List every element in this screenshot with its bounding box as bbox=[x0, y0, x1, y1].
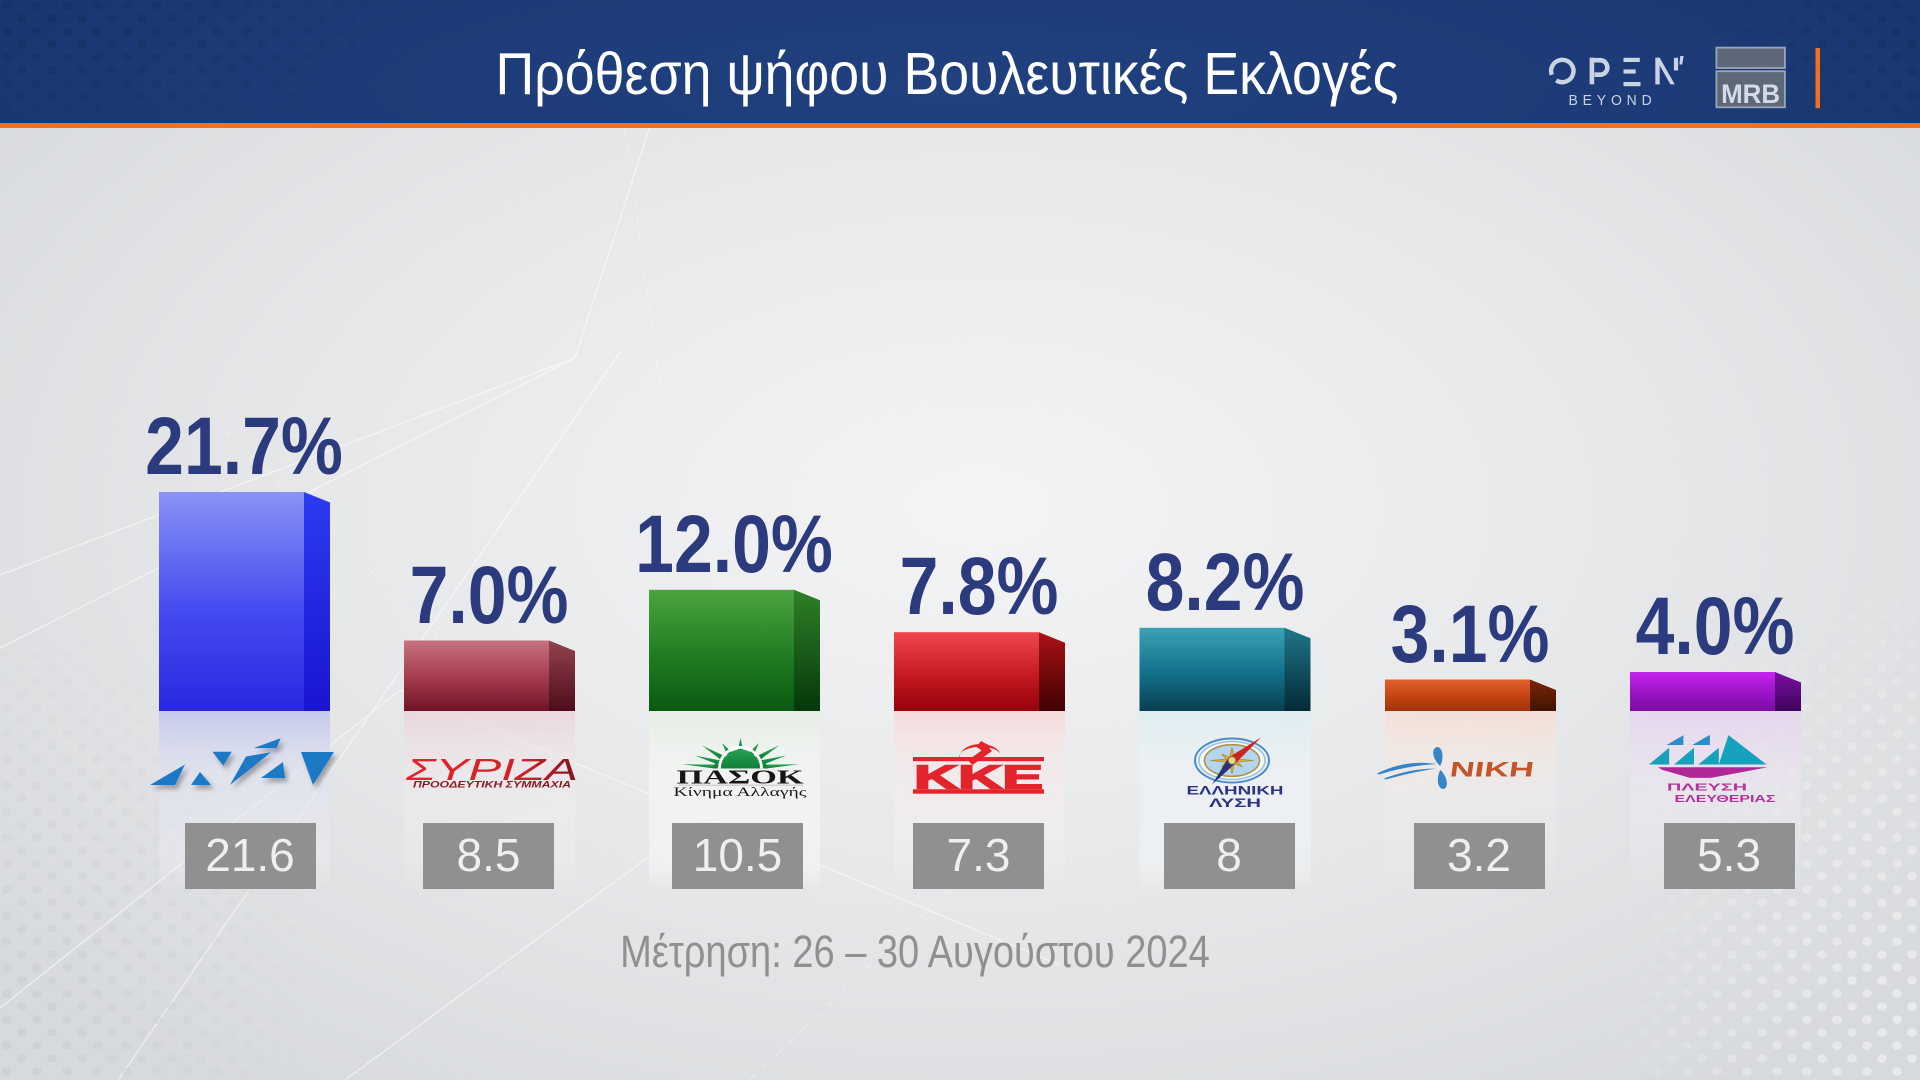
svg-text:KKE: KKE bbox=[914, 759, 1043, 796]
svg-text:ΕΛΕΥΘΕΡΙΑΣ: ΕΛΕΥΘΕΡΙΑΣ bbox=[1675, 793, 1776, 805]
svg-text:ΛΥΣΗ: ΛΥΣΗ bbox=[1209, 796, 1261, 810]
svg-text:ΣΥΡΙΖΑ: ΣΥΡΙΖΑ bbox=[404, 752, 578, 787]
svg-text:ΠΑΣΟΚ: ΠΑΣΟΚ bbox=[677, 767, 804, 789]
svg-text:BEYOND: BEYOND bbox=[1569, 93, 1657, 109]
svg-text:MRB: MRB bbox=[1721, 79, 1780, 109]
svg-text:ΠΛΕΥΣΗ: ΠΛΕΥΣΗ bbox=[1667, 781, 1747, 793]
svg-text:ΝΙΚΗ: ΝΙΚΗ bbox=[1448, 759, 1535, 782]
svg-text:ΕΛΛΗΝΙΚΗ: ΕΛΛΗΝΙΚΗ bbox=[1187, 784, 1284, 798]
svg-text:Κίνημα Αλλαγής: Κίνημα Αλλαγής bbox=[674, 784, 808, 799]
svg-text:ΠΡΟΟΔΕΥΤΙΚΗ ΣΥΜΜΑΧΙΑ: ΠΡΟΟΔΕΥΤΙΚΗ ΣΥΜΜΑΧΙΑ bbox=[413, 780, 571, 791]
